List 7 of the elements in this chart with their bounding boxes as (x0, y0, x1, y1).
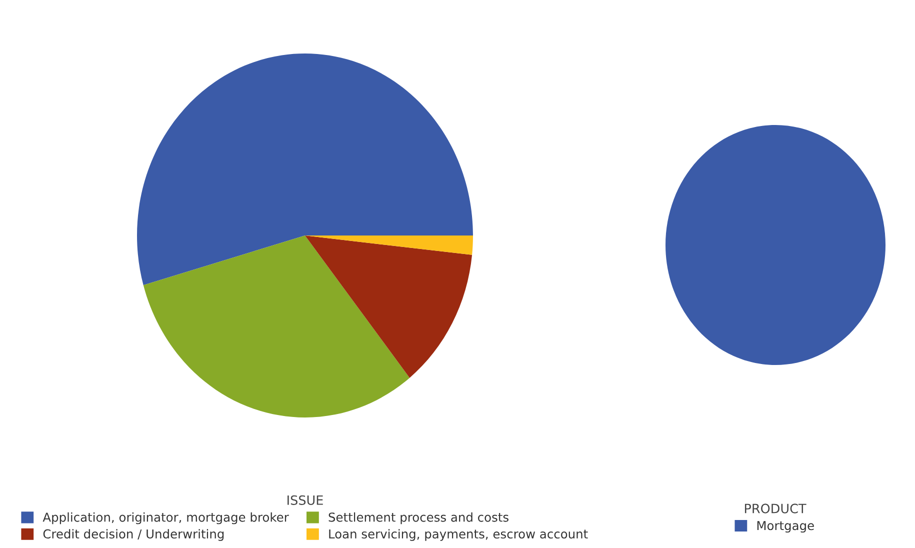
legend-label: Loan servicing, payments, escrow account (329, 529, 588, 541)
legend-label: Settlement process and costs (328, 512, 508, 524)
legend-title: ISSUE (288, 495, 323, 505)
legend-label: Credit decision / Underwriting (43, 529, 224, 541)
legend-title: PRODUCT (744, 504, 806, 514)
legend-label: Mortgage (757, 521, 814, 533)
legend-label: Application, originator, mortgage broker (42, 512, 289, 524)
